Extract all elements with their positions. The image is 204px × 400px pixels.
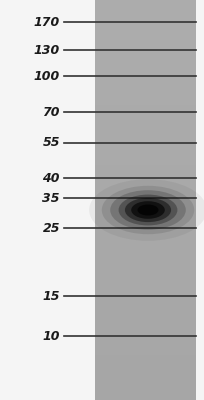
Bar xyxy=(95,340,196,345)
Bar xyxy=(95,295,196,300)
Bar xyxy=(95,315,196,320)
Bar xyxy=(95,190,196,195)
Bar xyxy=(95,70,196,75)
Bar xyxy=(95,40,196,45)
Bar xyxy=(95,270,196,275)
Bar xyxy=(95,200,196,205)
Text: 100: 100 xyxy=(34,70,60,82)
Bar xyxy=(95,170,196,175)
Bar xyxy=(95,135,196,140)
Bar xyxy=(95,120,196,125)
Bar xyxy=(95,115,196,120)
Bar xyxy=(95,390,196,395)
Bar xyxy=(95,205,196,210)
Bar xyxy=(95,240,196,245)
Bar xyxy=(95,125,196,130)
Bar xyxy=(95,265,196,270)
Text: 35: 35 xyxy=(42,192,60,204)
Bar xyxy=(95,395,196,400)
Ellipse shape xyxy=(119,194,177,226)
Bar xyxy=(95,165,196,170)
Ellipse shape xyxy=(102,186,194,234)
Bar xyxy=(95,50,196,55)
Bar xyxy=(95,150,196,155)
Bar xyxy=(95,255,196,260)
Bar xyxy=(95,25,196,30)
Bar xyxy=(95,90,196,95)
Bar xyxy=(95,15,196,20)
Bar xyxy=(95,345,196,350)
Ellipse shape xyxy=(137,204,159,216)
Bar xyxy=(95,195,196,200)
Bar xyxy=(95,365,196,370)
Bar xyxy=(95,285,196,290)
Bar xyxy=(95,370,196,375)
Text: 25: 25 xyxy=(42,222,60,234)
Text: 40: 40 xyxy=(42,172,60,184)
Bar xyxy=(95,330,196,335)
Bar xyxy=(95,320,196,325)
Bar xyxy=(95,180,196,185)
Bar xyxy=(95,260,196,265)
Text: 170: 170 xyxy=(34,16,60,28)
Bar xyxy=(95,5,196,10)
Bar xyxy=(95,155,196,160)
Bar xyxy=(95,290,196,295)
Bar xyxy=(95,360,196,365)
Bar xyxy=(95,300,196,305)
Bar xyxy=(95,210,196,215)
Bar xyxy=(95,30,196,35)
Bar xyxy=(95,335,196,340)
Bar xyxy=(95,110,196,115)
Bar xyxy=(95,45,196,50)
Bar xyxy=(95,280,196,285)
Bar xyxy=(95,375,196,380)
Bar xyxy=(95,220,196,225)
Bar xyxy=(95,35,196,40)
Bar xyxy=(95,130,196,135)
Bar xyxy=(95,225,196,230)
Bar xyxy=(95,145,196,150)
Bar xyxy=(95,140,196,145)
Bar xyxy=(95,380,196,385)
Bar xyxy=(95,85,196,90)
Bar xyxy=(95,215,196,220)
Text: 130: 130 xyxy=(34,44,60,56)
Bar xyxy=(95,355,196,360)
Bar xyxy=(95,60,196,65)
Ellipse shape xyxy=(89,179,204,241)
Bar xyxy=(95,65,196,70)
Ellipse shape xyxy=(110,190,186,230)
Bar xyxy=(95,100,196,105)
Bar xyxy=(0,0,95,400)
Bar xyxy=(95,95,196,100)
Bar xyxy=(95,175,196,180)
Ellipse shape xyxy=(125,198,171,222)
Bar xyxy=(95,325,196,330)
Ellipse shape xyxy=(131,201,165,219)
Bar xyxy=(95,350,196,355)
Bar xyxy=(95,305,196,310)
Bar xyxy=(95,0,196,400)
Bar xyxy=(95,275,196,280)
Bar xyxy=(95,105,196,110)
Bar xyxy=(95,385,196,390)
Text: 15: 15 xyxy=(42,290,60,302)
Bar xyxy=(95,20,196,25)
Bar xyxy=(95,235,196,240)
Bar xyxy=(95,160,196,165)
Bar xyxy=(95,80,196,85)
Text: 70: 70 xyxy=(42,106,60,118)
Bar xyxy=(95,245,196,250)
Text: 55: 55 xyxy=(42,136,60,150)
Bar xyxy=(95,55,196,60)
Bar xyxy=(95,230,196,235)
Bar xyxy=(95,75,196,80)
Text: 10: 10 xyxy=(42,330,60,342)
Bar xyxy=(95,250,196,255)
Bar xyxy=(95,185,196,190)
Bar xyxy=(95,310,196,315)
Bar xyxy=(95,10,196,15)
Bar xyxy=(95,0,196,5)
